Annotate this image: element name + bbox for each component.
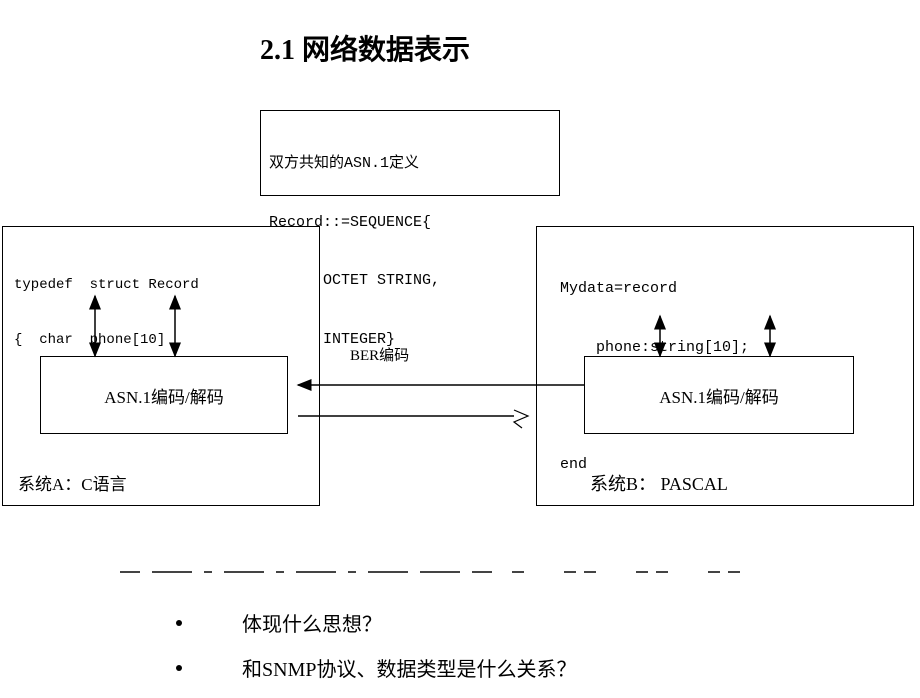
system-b-encoder: ASN.1编码/解码 xyxy=(584,356,854,434)
encoder-label: ASN.1编码/解码 xyxy=(104,383,223,408)
bullet-item: 和SNMP协议、数据类型是什么关系？ xyxy=(176,653,576,682)
bullet-item: 体现什么思想？ xyxy=(176,608,576,637)
bullet-icon xyxy=(176,620,182,626)
ber-label: BER编码 xyxy=(350,344,409,365)
connector-bot-tip xyxy=(514,410,528,428)
bullet-list: 体现什么思想？ 和SNMP协议、数据类型是什么关系？ xyxy=(176,608,576,698)
code-line: { char phone[10] xyxy=(14,331,199,349)
asn-definition-box: 双方共知的ASN.1定义 Record::=SEQUENCE{ phone OC… xyxy=(260,110,560,196)
code-line: typedef struct Record xyxy=(14,276,199,294)
encoder-label: ASN.1编码/解码 xyxy=(659,383,778,408)
asn-line: 双方共知的ASN.1定义 xyxy=(269,154,551,174)
bullet-text: 和SNMP协议、数据类型是什么关系？ xyxy=(242,653,576,682)
system-a-encoder: ASN.1编码/解码 xyxy=(40,356,288,434)
system-b-label: 系统B： PASCAL xyxy=(590,470,728,496)
bullet-text: 体现什么思想？ xyxy=(242,608,382,637)
system-a-label: 系统A：C语言 xyxy=(18,470,127,495)
code-line: Mydata=record xyxy=(560,279,749,299)
code-line: phone:string[10]; xyxy=(560,338,749,358)
bullet-icon xyxy=(176,665,182,671)
page-title: 2.1 网络数据表示 xyxy=(260,28,470,68)
